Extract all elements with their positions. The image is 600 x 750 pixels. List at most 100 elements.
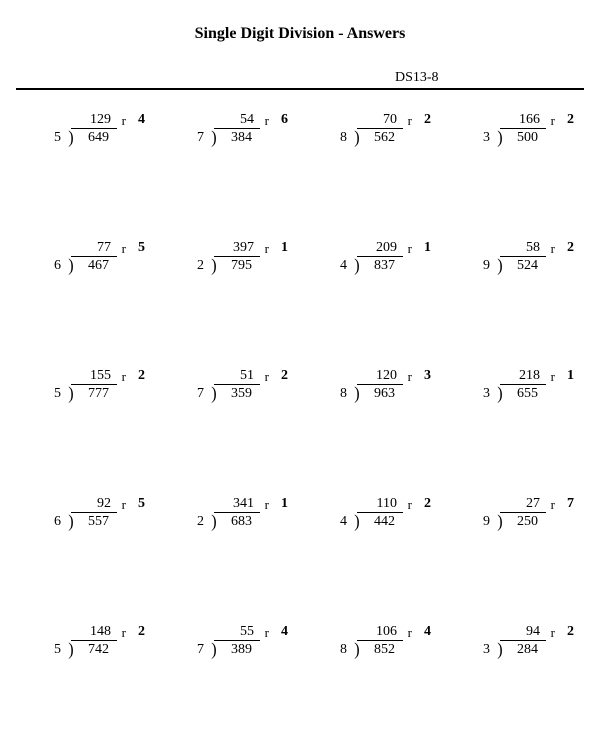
- quotient-value: 110: [357, 496, 397, 512]
- remainder-value: 5: [138, 240, 145, 256]
- remainder-value: 1: [281, 240, 288, 256]
- division-vinculum: [214, 256, 260, 257]
- division-vinculum: [357, 512, 403, 513]
- quotient-value: 397: [214, 240, 254, 256]
- quotient-value: 341: [214, 496, 254, 512]
- quotient-value: 166: [500, 112, 540, 128]
- remainder-value: 6: [281, 112, 288, 128]
- dividend-value: 389: [222, 642, 252, 658]
- quotient-value: 55: [214, 624, 254, 640]
- divisor-value: 5: [54, 130, 61, 146]
- divisor-value: 2: [197, 258, 204, 274]
- quotient-value: 77: [71, 240, 111, 256]
- divisor-value: 7: [197, 130, 204, 146]
- quotient-value: 51: [214, 368, 254, 384]
- division-vinculum: [214, 128, 260, 129]
- remainder-label: r: [551, 625, 555, 641]
- remainder-label: r: [265, 369, 269, 385]
- divisor-value: 4: [340, 514, 347, 530]
- remainder-label: r: [551, 113, 555, 129]
- division-vinculum: [214, 384, 260, 385]
- remainder-value: 2: [281, 368, 288, 384]
- remainder-value: 2: [424, 496, 431, 512]
- divisor-value: 6: [54, 514, 61, 530]
- remainder-value: 2: [138, 368, 145, 384]
- divisor-value: 8: [340, 130, 347, 146]
- division-vinculum: [500, 512, 546, 513]
- division-vinculum: [71, 128, 117, 129]
- remainder-value: 5: [138, 496, 145, 512]
- division-vinculum: [500, 640, 546, 641]
- dividend-value: 852: [365, 642, 395, 658]
- dividend-value: 649: [79, 130, 109, 146]
- remainder-label: r: [122, 241, 126, 257]
- divisor-value: 7: [197, 642, 204, 658]
- division-vinculum: [357, 384, 403, 385]
- division-problem: 218 r 1 3 ) 655: [445, 362, 588, 490]
- remainder-label: r: [551, 497, 555, 513]
- remainder-label: r: [551, 369, 555, 385]
- remainder-label: r: [122, 625, 126, 641]
- remainder-value: 1: [567, 368, 574, 384]
- division-paren: ): [68, 639, 73, 660]
- division-problem: 110 r 2 4 ) 442: [302, 490, 445, 618]
- dividend-value: 742: [79, 642, 109, 658]
- division-paren: ): [68, 127, 73, 148]
- page-title: Single Digit Division - Answers: [0, 0, 600, 53]
- sheet-id-label: DS13-8: [395, 70, 439, 86]
- dividend-value: 467: [79, 258, 109, 274]
- division-problem: 92 r 5 6 ) 557: [16, 490, 159, 618]
- divisor-value: 8: [340, 642, 347, 658]
- division-vinculum: [214, 512, 260, 513]
- remainder-label: r: [122, 113, 126, 129]
- dividend-value: 777: [79, 386, 109, 402]
- remainder-value: 2: [567, 624, 574, 640]
- division-vinculum: [71, 256, 117, 257]
- division-paren: ): [497, 383, 502, 404]
- division-problem: 77 r 5 6 ) 467: [16, 234, 159, 362]
- division-paren: ): [354, 511, 359, 532]
- quotient-value: 120: [357, 368, 397, 384]
- remainder-value: 4: [281, 624, 288, 640]
- division-problem: 120 r 3 8 ) 963: [302, 362, 445, 490]
- remainder-label: r: [551, 241, 555, 257]
- division-problem: 209 r 1 4 ) 837: [302, 234, 445, 362]
- dividend-value: 524: [508, 258, 538, 274]
- divisor-value: 8: [340, 386, 347, 402]
- division-vinculum: [214, 640, 260, 641]
- remainder-label: r: [408, 241, 412, 257]
- division-problem: 106 r 4 8 ) 852: [302, 618, 445, 746]
- dividend-value: 562: [365, 130, 395, 146]
- quotient-value: 129: [71, 112, 111, 128]
- division-paren: ): [497, 255, 502, 276]
- divisor-value: 7: [197, 386, 204, 402]
- remainder-label: r: [265, 625, 269, 641]
- remainder-value: 7: [567, 496, 574, 512]
- division-paren: ): [211, 639, 216, 660]
- division-paren: ): [354, 383, 359, 404]
- remainder-label: r: [265, 113, 269, 129]
- dividend-value: 557: [79, 514, 109, 530]
- header-rule: [16, 88, 584, 90]
- division-paren: ): [68, 511, 73, 532]
- divisor-value: 3: [483, 642, 490, 658]
- quotient-value: 106: [357, 624, 397, 640]
- quotient-value: 218: [500, 368, 540, 384]
- quotient-value: 94: [500, 624, 540, 640]
- remainder-label: r: [265, 497, 269, 513]
- dividend-value: 359: [222, 386, 252, 402]
- divisor-value: 6: [54, 258, 61, 274]
- division-vinculum: [500, 128, 546, 129]
- division-paren: ): [211, 255, 216, 276]
- division-paren: ): [354, 255, 359, 276]
- remainder-value: 2: [567, 240, 574, 256]
- division-vinculum: [500, 256, 546, 257]
- remainder-label: r: [408, 625, 412, 641]
- dividend-value: 500: [508, 130, 538, 146]
- remainder-label: r: [265, 241, 269, 257]
- remainder-value: 2: [424, 112, 431, 128]
- remainder-label: r: [122, 497, 126, 513]
- remainder-label: r: [122, 369, 126, 385]
- dividend-value: 384: [222, 130, 252, 146]
- remainder-value: 4: [138, 112, 145, 128]
